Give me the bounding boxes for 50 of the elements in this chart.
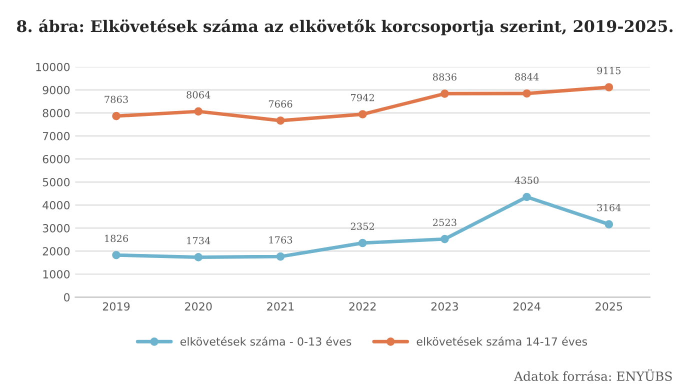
x-tick-label: 2023 (431, 302, 458, 311)
data-label: 9115 (597, 66, 621, 74)
y-tick-label: 1000 (43, 270, 70, 279)
x-tick-label: 2024 (513, 302, 540, 311)
y-tick-label: 2000 (42, 247, 70, 256)
y-tick-label: 7000 (42, 132, 70, 140)
text: Adatok forrása: ENYÜBS (514, 369, 672, 381)
point (522, 192, 531, 202)
data-label: 8836 (432, 73, 456, 81)
x-tick-label: 2020 (185, 302, 212, 311)
data-label: 4350 (514, 176, 539, 184)
data-label: 1763 (269, 236, 292, 244)
point (440, 90, 449, 98)
point (276, 252, 285, 261)
point (194, 107, 203, 116)
y-tick-label: 8000 (42, 108, 70, 118)
y-tick-label: 10000 (36, 62, 70, 72)
data-label: 1734 (187, 236, 210, 244)
data-label: 8064 (186, 91, 210, 98)
point (194, 253, 203, 262)
point (358, 238, 367, 248)
y-tick-label: 4000 (42, 201, 70, 210)
x-tick-label: 2022 (349, 302, 376, 311)
data-label: 8844 (515, 73, 539, 80)
y-tick-label: 9000 (42, 86, 70, 94)
data-label: 7863 (104, 96, 128, 104)
point (112, 250, 120, 260)
y-tick-label: 6000 (42, 154, 70, 164)
point (604, 220, 614, 228)
x-tick-label: 2019 (102, 302, 130, 311)
y-tick-label: 3000 (42, 224, 70, 232)
data-label: 2352 (350, 222, 374, 230)
point (604, 83, 614, 92)
chart-title: 8. ábra: Elkövetések száma az elkövetők korcsoportja szerint, 2019-2025. (16, 19, 673, 36)
data-label: 1826 (105, 234, 128, 242)
legend-label: elkövetések száma 14-17 éves (416, 336, 588, 346)
legend-label: elkövetések száma - 0-13 éves (180, 336, 352, 346)
data-label: 7942 (351, 94, 374, 102)
point (112, 112, 120, 120)
point (440, 234, 449, 244)
y-tick-label: 0 (64, 293, 70, 302)
data-label: 2523 (432, 218, 456, 226)
data-label: 7666 (268, 100, 292, 108)
point (522, 89, 531, 98)
point (358, 110, 367, 118)
x-tick-label: 2021 (267, 302, 294, 311)
y-tick-label: 5000 (42, 178, 70, 186)
x-tick-label: 2025 (596, 302, 622, 311)
point (276, 116, 285, 125)
data-label: 3164 (597, 204, 621, 212)
